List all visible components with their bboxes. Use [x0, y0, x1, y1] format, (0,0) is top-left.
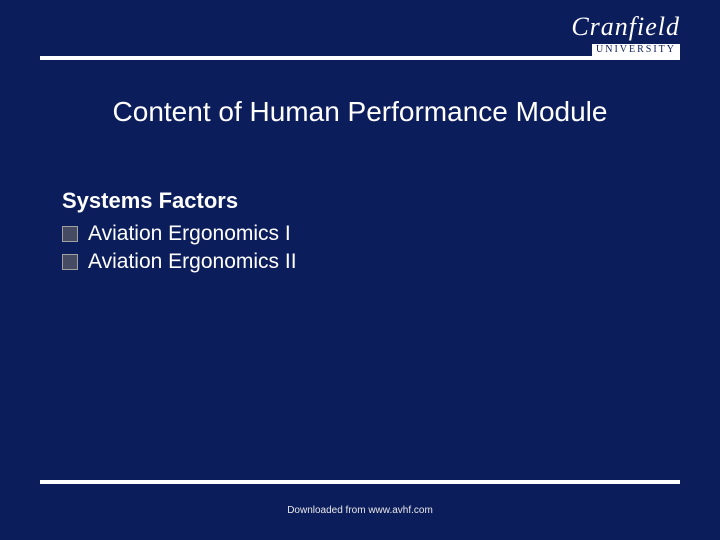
- list-item-label: Aviation Ergonomics II: [88, 250, 297, 274]
- logo-main-text: Cranfield: [571, 14, 680, 40]
- section-heading: Systems Factors: [62, 188, 297, 214]
- university-logo: Cranfield UNIVERSITY: [571, 14, 680, 56]
- list-item-label: Aviation Ergonomics I: [88, 222, 291, 246]
- footer-text: Downloaded from www.avhf.com: [0, 505, 720, 516]
- list-item: Aviation Ergonomics I: [62, 222, 297, 246]
- top-rule: [40, 56, 680, 60]
- list-item: Aviation Ergonomics II: [62, 250, 297, 274]
- logo-sub-text: UNIVERSITY: [592, 44, 680, 56]
- slide-title: Content of Human Performance Module: [0, 96, 720, 128]
- square-bullet-icon: [62, 254, 78, 270]
- bottom-rule: [40, 480, 680, 484]
- square-bullet-icon: [62, 226, 78, 242]
- content-block: Systems Factors Aviation Ergonomics I Av…: [62, 188, 297, 278]
